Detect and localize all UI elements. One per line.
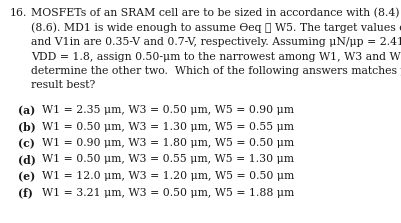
- Text: W1 = 12.0 μm, W3 = 1.20 μm, W5 = 0.50 μm: W1 = 12.0 μm, W3 = 1.20 μm, W5 = 0.50 μm: [42, 171, 294, 181]
- Text: (b): (b): [18, 122, 36, 132]
- Text: 16.: 16.: [10, 8, 27, 18]
- Text: W1 = 0.50 μm, W3 = 1.30 μm, W5 = 0.55 μm: W1 = 0.50 μm, W3 = 1.30 μm, W5 = 0.55 μm: [42, 122, 294, 132]
- Text: result best?: result best?: [31, 81, 95, 91]
- Text: (a): (a): [18, 105, 35, 116]
- Text: (d): (d): [18, 155, 36, 165]
- Text: W1 = 3.21 μm, W3 = 0.50 μm, W5 = 1.88 μm: W1 = 3.21 μm, W3 = 0.50 μm, W5 = 1.88 μm: [42, 188, 294, 198]
- Text: W1 = 0.50 μm, W3 = 0.55 μm, W5 = 1.30 μm: W1 = 0.50 μm, W3 = 0.55 μm, W5 = 1.30 μm: [42, 155, 294, 165]
- Text: and V1in are 0.35-V and 0.7-V, respectively. Assuming μN/μp = 2.41 and: and V1in are 0.35-V and 0.7-V, respectiv…: [31, 37, 401, 47]
- Text: W1 = 0.90 μm, W3 = 1.80 μm, W5 = 0.50 μm: W1 = 0.90 μm, W3 = 1.80 μm, W5 = 0.50 μm: [42, 138, 294, 148]
- Text: (c): (c): [18, 138, 35, 149]
- Text: (8.6). MD1 is wide enough to assume ϴeq ≅ W5. The target values of V1max: (8.6). MD1 is wide enough to assume ϴeq …: [31, 23, 401, 33]
- Text: (e): (e): [18, 171, 35, 182]
- Text: determine the other two.  Which of the following answers matches your: determine the other two. Which of the fo…: [31, 66, 401, 76]
- Text: MOSFETs of an SRAM cell are to be sized in accordance with (8.4) and: MOSFETs of an SRAM cell are to be sized …: [31, 8, 401, 18]
- Text: VDD = 1.8, assign 0.50-μm to the narrowest among W1, W3 and W5, and: VDD = 1.8, assign 0.50-μm to the narrowe…: [31, 52, 401, 62]
- Text: W1 = 2.35 μm, W3 = 0.50 μm, W5 = 0.90 μm: W1 = 2.35 μm, W3 = 0.50 μm, W5 = 0.90 μm: [42, 105, 294, 115]
- Text: (f): (f): [18, 188, 33, 198]
